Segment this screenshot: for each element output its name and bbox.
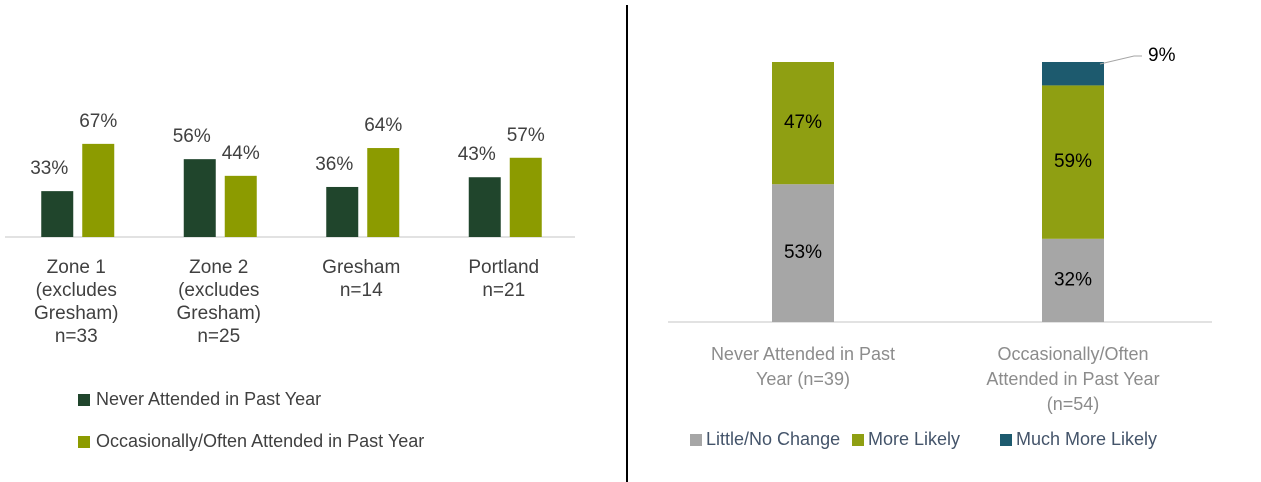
value-label: 59% xyxy=(1054,151,1092,172)
x-tick-label: Occasionally/Often xyxy=(997,344,1148,364)
bar xyxy=(183,159,216,237)
x-tick-label: (n=54) xyxy=(1047,394,1100,414)
leader-line xyxy=(1099,55,1142,65)
value-label: 44% xyxy=(222,143,260,164)
x-tick-label: Year (n=39) xyxy=(756,369,850,389)
legend-label: Never Attended in Past Year xyxy=(96,389,321,409)
legend-label: Much More Likely xyxy=(1016,429,1157,449)
bar-segment xyxy=(1042,238,1104,322)
x-tick-label: Never Attended in Past xyxy=(711,344,895,364)
legend-swatch xyxy=(78,394,90,406)
legend-swatch xyxy=(852,434,864,446)
bar-segment xyxy=(772,62,834,185)
x-tick-label: n=21 xyxy=(482,280,525,301)
bar xyxy=(367,148,400,237)
legend-swatch xyxy=(1000,434,1012,446)
value-label: 47% xyxy=(784,112,822,133)
x-tick-label: n=33 xyxy=(55,326,98,347)
x-tick-label: (excludes xyxy=(36,280,117,301)
value-label: 64% xyxy=(364,115,402,136)
bar-segment xyxy=(1042,62,1104,86)
bar xyxy=(41,191,74,237)
x-tick-label: Attended in Past Year xyxy=(986,369,1159,389)
legend-label: Little/No Change xyxy=(706,429,840,449)
x-tick-label: Zone 2 xyxy=(189,257,248,278)
legend-label: Occasionally/Often Attended in Past Year xyxy=(96,431,424,451)
value-label: 33% xyxy=(30,158,68,179)
x-tick-label: Portland xyxy=(468,257,539,278)
value-label: 57% xyxy=(507,125,545,146)
x-tick-label: n=25 xyxy=(197,326,240,347)
bar xyxy=(82,143,115,237)
bar xyxy=(326,186,359,237)
bar xyxy=(224,175,257,237)
value-label: 32% xyxy=(1054,269,1092,290)
bar-segment xyxy=(772,184,834,322)
value-label: 53% xyxy=(784,242,822,263)
legend-swatch xyxy=(78,436,90,448)
value-label: 43% xyxy=(458,144,496,165)
x-tick-label: Gresham) xyxy=(34,303,118,324)
x-tick-label: n=14 xyxy=(340,280,383,301)
legend-swatch xyxy=(690,434,702,446)
bar xyxy=(509,157,542,237)
x-tick-label: (excludes xyxy=(178,280,259,301)
value-label: 36% xyxy=(315,154,353,175)
legend-label: More Likely xyxy=(868,429,960,449)
x-tick-label: Gresham xyxy=(322,257,400,278)
x-tick-label: Zone 1 xyxy=(47,257,106,278)
value-label: 9% xyxy=(1148,45,1176,66)
value-label: 56% xyxy=(173,126,211,147)
x-tick-label: Gresham) xyxy=(177,303,261,324)
bar-segment xyxy=(1042,85,1104,239)
value-label: 67% xyxy=(79,111,117,132)
bar xyxy=(468,177,501,237)
